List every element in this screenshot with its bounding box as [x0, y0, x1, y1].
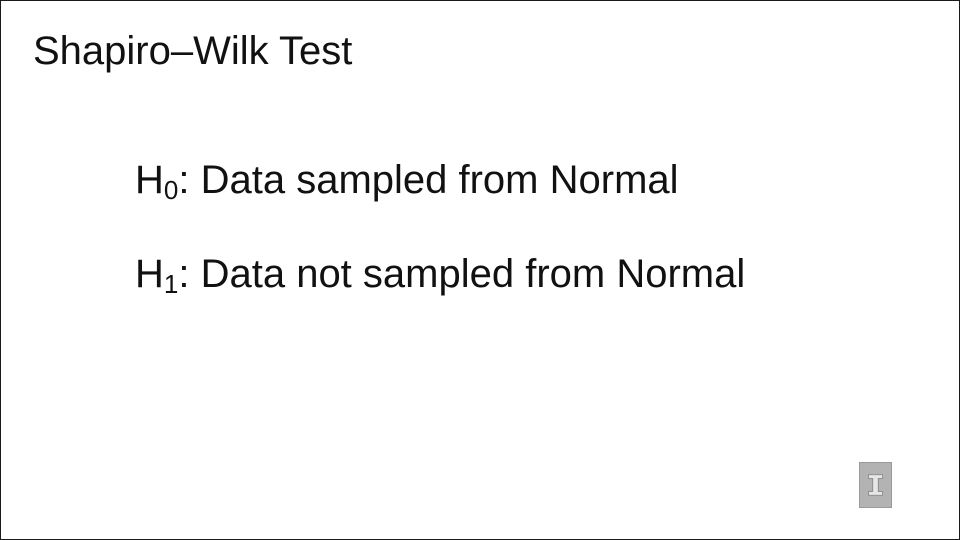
hypothesis-subscript: 0: [163, 175, 179, 205]
hypothesis-subscript: 1: [163, 269, 179, 299]
hypothesis-text: : Data sampled from Normal: [178, 158, 679, 202]
hypothesis-symbol: H: [135, 158, 164, 202]
block-i-logo-icon: [859, 462, 892, 508]
null-hypothesis: H0: Data sampled from Normal: [135, 156, 679, 204]
hypothesis-symbol: H: [135, 252, 164, 296]
hypothesis-text: : Data not sampled from Normal: [178, 252, 746, 296]
alternative-hypothesis: H1: Data not sampled from Normal: [135, 250, 745, 298]
slide-title: Shapiro–Wilk Test: [33, 29, 353, 73]
